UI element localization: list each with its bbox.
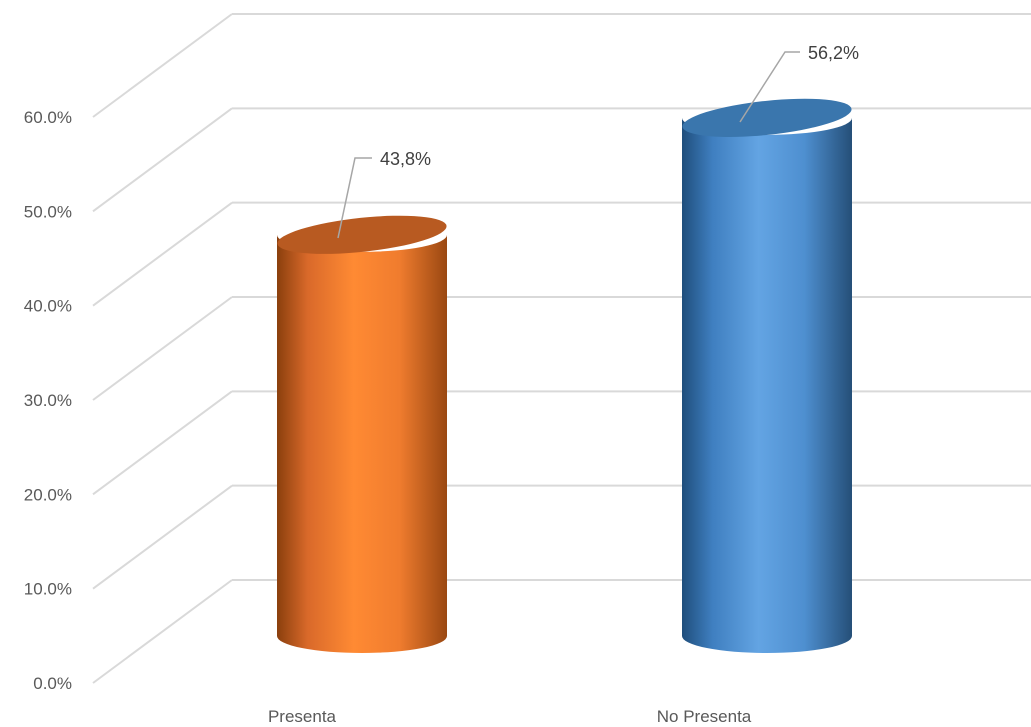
- gridline-side: [92, 201, 233, 307]
- y-axis: 0.0% 10.0% 20.0% 30.0% 40.0% 50.0% 60.0%: [24, 108, 72, 693]
- gridline-side: [92, 107, 233, 213]
- gridlines: [92, 13, 1031, 684]
- y-tick-label: 10.0%: [24, 580, 72, 599]
- bars: 43,8% 56,2%: [277, 43, 859, 653]
- x-axis: Presenta No Presenta: [268, 707, 752, 726]
- y-tick-label: 30.0%: [24, 391, 72, 410]
- gridline-side: [92, 296, 233, 401]
- data-label: 43,8%: [380, 149, 431, 169]
- x-tick-label: Presenta: [268, 707, 337, 726]
- y-tick-label: 50.0%: [24, 202, 72, 221]
- gridline-side: [92, 390, 233, 496]
- y-tick-label: 40.0%: [24, 297, 72, 316]
- bar-no-presenta: 56,2%: [682, 43, 859, 653]
- data-label-leader: [337, 157, 372, 239]
- x-tick-label: No Presenta: [657, 707, 752, 726]
- gridline-side: [92, 579, 233, 684]
- bar-body: [277, 234, 447, 653]
- bar-presenta: 43,8%: [277, 149, 447, 653]
- data-label: 56,2%: [808, 43, 859, 63]
- y-tick-label: 0.0%: [33, 674, 72, 693]
- y-tick-label: 20.0%: [24, 485, 72, 504]
- gridline-side: [92, 13, 233, 118]
- y-tick-label: 60.0%: [24, 108, 72, 127]
- gridline-side: [92, 484, 233, 590]
- data-label-leader: [739, 51, 800, 123]
- bar-top: [277, 215, 447, 254]
- bar-top: [682, 98, 852, 137]
- bar-body: [682, 117, 852, 653]
